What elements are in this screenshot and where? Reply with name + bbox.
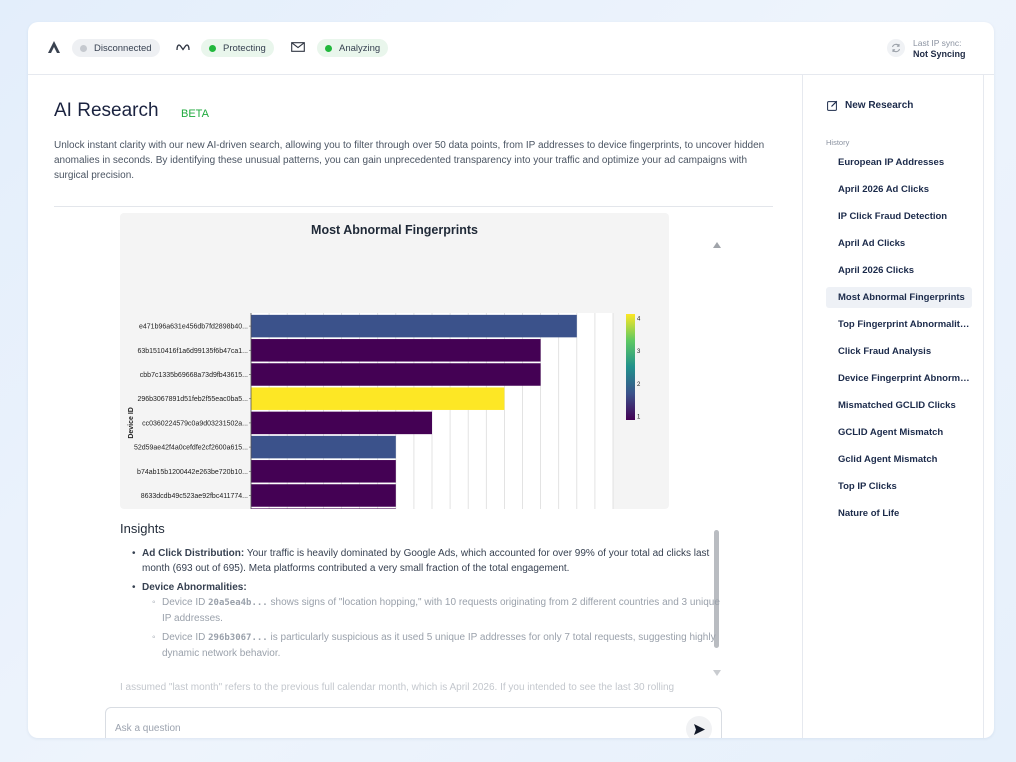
y-tick-label: cc0360224579c0a9d03231502a... <box>142 420 248 427</box>
y-tick-label: 296b3067891d51feb2f55eac0ba5... <box>137 396 248 403</box>
sync-status: Not Syncing <box>913 49 966 59</box>
page-title: AI Research <box>54 100 159 121</box>
colorbar-tick-label: 4 <box>637 317 641 323</box>
page-description: Unlock instant clarity with our new AI-d… <box>54 140 765 181</box>
insight-bullet: Device Abnormalities: <box>132 580 722 595</box>
colorbar-tick-label: 3 <box>637 349 641 355</box>
y-tick-label: b74ab15b1200442e263be720b10... <box>137 469 248 476</box>
history-item[interactable]: Top Fingerprint Abnormalities <box>838 319 972 330</box>
y-tick-label: e471b96a631e456db7fd2898b40... <box>139 324 248 331</box>
history-item[interactable]: Mismatched GCLID Clicks <box>838 400 956 411</box>
chart-title: Most Abnormal Fingerprints <box>311 223 478 237</box>
history-item[interactable]: Nature of Life <box>838 508 900 519</box>
status-dot <box>325 44 332 52</box>
y-tick-label: cbb7c1335b69668a73d9fb43615... <box>140 372 248 379</box>
chart-bar <box>251 363 541 386</box>
history-item[interactable]: GCLID Agent Mismatch <box>838 427 944 438</box>
scroll-down-arrow[interactable] <box>713 670 721 676</box>
insight-sub-bullet: Device ID 296b3067... is particularly su… <box>132 630 722 661</box>
divider <box>54 206 773 207</box>
status-dot <box>209 44 216 52</box>
send-icon <box>693 723 705 735</box>
chart-bar <box>251 435 396 459</box>
colorbar-tick-label: 1 <box>637 415 641 421</box>
new-research-button[interactable]: New Research <box>827 100 913 111</box>
device-id-code: 296b3067... <box>208 633 268 643</box>
insight-label: Ad Click Distribution: <box>142 548 245 559</box>
history-list: European IP Addresses April 2026 Ad Click… <box>826 152 972 530</box>
y-tick-label: 63b1510416f1a6d99135f6b47ca1... <box>137 348 248 355</box>
insight-text: Device ID <box>162 597 209 608</box>
sync-label: Last IP sync: <box>913 38 962 48</box>
chart-bar <box>251 460 396 483</box>
history-item[interactable]: Gclid Agent Mismatch <box>838 454 938 465</box>
new-research-label: New Research <box>845 100 914 111</box>
sync-button[interactable] <box>887 39 905 57</box>
status-dot <box>80 44 87 52</box>
status-pill-protecting: Protecting <box>201 39 274 57</box>
chart-bar <box>251 411 432 435</box>
insight-text: is particularly suspicious as it used 5 … <box>162 632 716 659</box>
history-item[interactable]: Device Fingerprint Abnormalities <box>838 373 972 384</box>
status-label: Analyzing <box>339 42 381 54</box>
status-label: Protecting <box>223 42 266 54</box>
history-item[interactable]: April 2026 Clicks <box>838 265 915 276</box>
chart-bar <box>251 484 396 507</box>
status-pill-analyzing: Analyzing <box>317 39 389 57</box>
history-item[interactable]: April Ad Clicks <box>838 238 906 249</box>
status-pill-disconnected: Disconnected <box>72 39 160 57</box>
status-label: Disconnected <box>94 42 152 54</box>
history-item[interactable]: IP Click Fraud Detection <box>838 211 948 222</box>
insight-text: Your traffic is heavily dominated by Goo… <box>142 548 710 574</box>
insight-text: shows signs of "location hopping," with … <box>162 597 720 624</box>
history-item[interactable]: April 2026 Ad Clicks <box>838 184 929 195</box>
y-tick-label: 52d59ae42f4a0cefdfe2cf2600a615... <box>134 445 248 452</box>
insight-label: Device Abnormalities: <box>142 582 247 593</box>
insight-text: Device ID <box>162 632 209 643</box>
insight-sub-bullet: Device ID 20a5ea4b... shows signs of "lo… <box>132 595 722 626</box>
app-window: Disconnected Protecting Analyzing Last I… <box>28 22 994 738</box>
chart-bar <box>251 508 396 509</box>
colorbar <box>626 314 635 420</box>
assumption-note: I assumed "last month" refers to the pre… <box>120 682 675 693</box>
refresh-icon <box>891 43 901 53</box>
history-label: History <box>826 138 850 147</box>
brand-logo-icon <box>48 41 60 53</box>
chart-container: Most Abnormal Fingerprints e471b96a631e4… <box>120 213 669 509</box>
y-axis-title: Device ID <box>128 407 135 439</box>
mail-icon <box>291 42 305 52</box>
colorbar-tick-label: 2 <box>637 382 641 388</box>
chart-bar <box>251 339 541 362</box>
ask-input[interactable] <box>115 722 675 734</box>
insights-title: Insights <box>120 521 165 536</box>
ask-bar <box>105 707 722 738</box>
history-item[interactable]: European IP Addresses <box>838 157 945 168</box>
edit-icon <box>827 100 838 111</box>
bar-chart: e471b96a631e456db7fd2898b40... 63b1510416… <box>128 313 641 509</box>
history-item[interactable]: Click Fraud Analysis <box>838 346 932 357</box>
main-panel: AI Research BETA Unlock instant clarity … <box>28 75 802 738</box>
insight-bullet: Ad Click Distribution: Your traffic is h… <box>132 546 722 576</box>
beta-badge: BETA <box>181 108 209 120</box>
meta-icon <box>176 44 190 51</box>
top-bar: Disconnected Protecting Analyzing Last I… <box>28 22 994 75</box>
send-button[interactable] <box>686 716 712 738</box>
insights-list: Ad Click Distribution: Your traffic is h… <box>132 546 722 665</box>
chart-bar <box>251 314 577 338</box>
device-id-code: 20a5ea4b... <box>208 598 268 608</box>
history-item[interactable]: Top IP Clicks <box>838 481 897 492</box>
scroll-up-arrow[interactable] <box>713 242 721 248</box>
history-sidebar: New Research History European IP Address… <box>802 75 984 738</box>
history-item[interactable]: Most Abnormal Fingerprints <box>826 287 972 308</box>
y-tick-label: 8633dcdb49c523ae92fbc411774... <box>141 493 248 500</box>
chart-bar <box>251 387 505 410</box>
